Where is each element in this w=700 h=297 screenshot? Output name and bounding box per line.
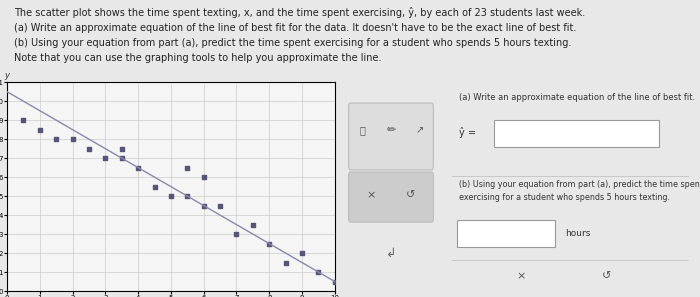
Point	[329, 279, 340, 284]
Point	[50, 137, 62, 142]
Point	[165, 194, 176, 198]
Point	[116, 156, 127, 160]
Text: ŷ =: ŷ =	[459, 127, 477, 138]
Point	[67, 137, 78, 142]
Point	[264, 241, 275, 246]
FancyBboxPatch shape	[349, 103, 433, 170]
Point	[34, 127, 46, 132]
Point	[297, 251, 308, 255]
Point	[116, 146, 127, 151]
Point	[83, 146, 94, 151]
Text: y: y	[4, 71, 8, 80]
Text: (a) Write an approximate equation of the line of best fit.: (a) Write an approximate equation of the…	[459, 93, 696, 102]
Text: ↺: ↺	[406, 190, 416, 200]
Point	[132, 165, 144, 170]
Text: ×: ×	[516, 271, 526, 282]
Text: ×: ×	[367, 190, 376, 200]
FancyBboxPatch shape	[349, 172, 433, 222]
Text: 📎: 📎	[359, 125, 365, 135]
Point	[198, 175, 209, 179]
FancyBboxPatch shape	[457, 220, 555, 247]
Point	[313, 270, 324, 274]
Point	[18, 118, 29, 123]
Point	[182, 165, 193, 170]
Point	[149, 184, 160, 189]
Point	[198, 203, 209, 208]
Text: ↲: ↲	[386, 247, 396, 260]
Text: The scatter plot shows the time spent texting, x, and the time spent exercising,: The scatter plot shows the time spent te…	[14, 7, 585, 63]
Text: hours: hours	[565, 229, 591, 238]
Text: ↗: ↗	[416, 125, 424, 135]
Point	[247, 222, 258, 227]
FancyBboxPatch shape	[494, 120, 659, 147]
Point	[182, 194, 193, 198]
Text: ✏: ✏	[386, 125, 395, 135]
Point	[214, 203, 225, 208]
Text: (b) Using your equation from part (a), predict the time spent
exercising for a s: (b) Using your equation from part (a), p…	[459, 180, 700, 202]
Point	[100, 156, 111, 160]
Text: ↺: ↺	[602, 271, 612, 282]
Point	[280, 260, 291, 265]
Point	[231, 232, 242, 236]
